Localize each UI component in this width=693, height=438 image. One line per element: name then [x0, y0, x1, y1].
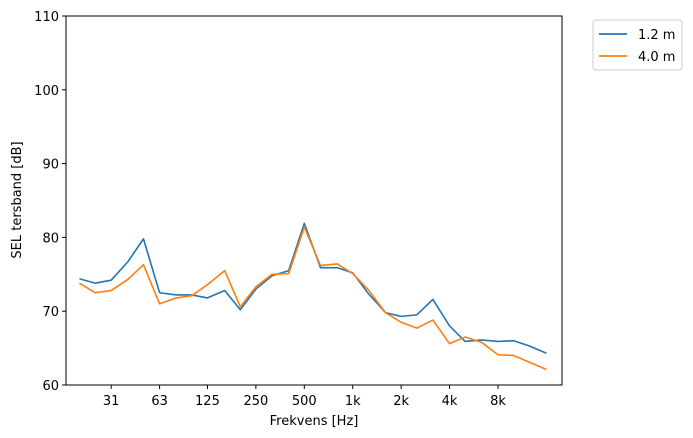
y-tick-label: 100 [34, 84, 59, 99]
legend-label-1: 1.2 m [638, 28, 675, 43]
y-tick-label: 60 [42, 379, 59, 394]
legend-label-2: 4.0 m [638, 50, 675, 65]
x-tick-label: 63 [151, 394, 168, 409]
legend-box [592, 19, 683, 71]
x-tick-label: 31 [103, 394, 120, 409]
legend: 1.2 m 4.0 m [592, 19, 683, 71]
series-layer [79, 222, 547, 371]
series-line-2 [79, 226, 547, 371]
plot-area [66, 16, 562, 385]
y-tick-label: 70 [42, 305, 59, 320]
y-tick-label: 80 [42, 231, 59, 246]
x-tick-label: 500 [292, 394, 317, 409]
x-tick-label: 125 [195, 394, 220, 409]
x-axis: 31 63 125 250 500 1k 2k 4k 8k [103, 385, 506, 409]
x-axis-label: Frekvens [Hz] [270, 414, 359, 429]
x-tick-label: 2k [393, 394, 409, 409]
y-axis-label: SEL tersband [dB] [10, 141, 25, 258]
y-tick-label: 110 [34, 10, 59, 25]
x-tick-label: 250 [243, 394, 268, 409]
plot-frame [65, 15, 563, 386]
x-tick-label: 8k [490, 394, 506, 409]
y-axis: 60 70 80 90 100 110 [34, 10, 66, 394]
y-tick-label: 90 [42, 158, 59, 173]
x-tick-label: 4k [442, 394, 458, 409]
x-tick-label: 1k [345, 394, 361, 409]
